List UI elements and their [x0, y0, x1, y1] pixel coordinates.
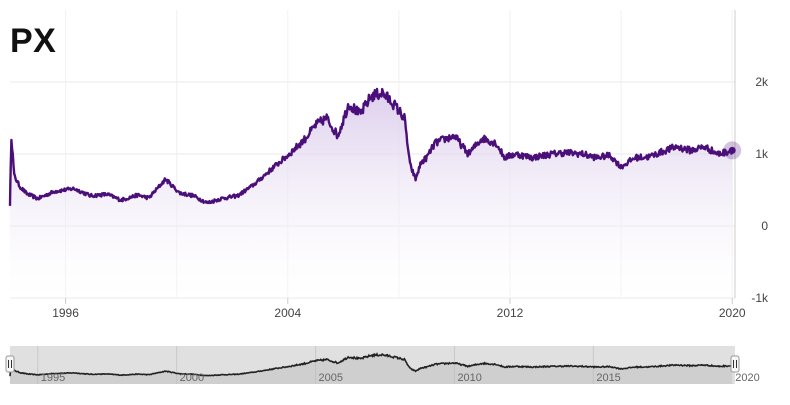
y-tick-label: -1k: [751, 291, 769, 305]
handle-grip: [5, 355, 15, 373]
navigator-area: [10, 354, 733, 384]
chart-title: PX: [10, 22, 57, 60]
x-tick-label: 1996: [52, 306, 79, 320]
last-value-marker: [723, 141, 742, 160]
navigator-tick-label: 2010: [457, 372, 481, 384]
navigator-tick-label: 2005: [319, 372, 343, 384]
handle-grip: [730, 355, 740, 373]
series-line: [8, 87, 734, 206]
y-axis: -1k 0 1k 2k: [751, 75, 769, 305]
x-tick-label: 2004: [274, 306, 301, 320]
x-axis: 1996 2004 2012 2020: [52, 298, 746, 320]
price-line: [8, 87, 734, 206]
navigator-line: [9, 352, 733, 377]
y-tick-label: 1k: [755, 147, 769, 161]
navigator-tick-label: 2015: [596, 372, 620, 384]
range-navigator[interactable]: 1995 2000 2005 2010 2015 2020: [5, 346, 760, 384]
navigator-tick-label: 2020: [735, 372, 759, 384]
y-tick-label: 2k: [755, 75, 769, 89]
navigator-right-handle[interactable]: [730, 355, 740, 373]
area-path: [10, 89, 733, 298]
x-tick-label: 2012: [497, 306, 524, 320]
navigator-left-handle[interactable]: [5, 355, 15, 373]
navigator-tick-label: 2000: [180, 372, 204, 384]
last-point-dot: [728, 146, 736, 154]
x-tick-label: 2020: [719, 306, 746, 320]
area-fill: [10, 89, 733, 298]
y-tick-label: 0: [761, 219, 768, 233]
navigator-tick-label: 1995: [41, 372, 65, 384]
